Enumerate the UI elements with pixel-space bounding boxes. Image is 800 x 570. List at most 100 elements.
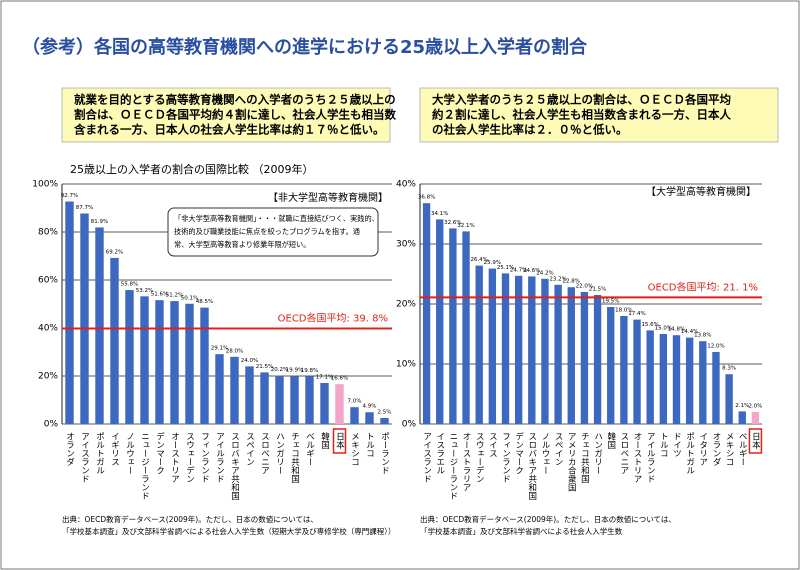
- x-tick-label: ハンガリー: [593, 432, 603, 475]
- value-label: 21.5%: [589, 287, 606, 293]
- bar: [125, 290, 134, 424]
- bar: [620, 316, 628, 424]
- value-label: 19.9%: [286, 368, 303, 374]
- bar: [200, 307, 209, 424]
- bar: [422, 203, 431, 424]
- x-tick-label: オランダ: [711, 432, 721, 466]
- bar: [215, 354, 224, 424]
- x-tick-label: ベルギー: [737, 432, 747, 466]
- value-label: 18.0%: [615, 308, 632, 314]
- bar: [335, 384, 344, 424]
- summary-text: の社会人学生比率は２．０％と低い。: [432, 123, 628, 137]
- note-box: [167, 207, 379, 257]
- x-tick-label: ポルトガル: [685, 432, 695, 475]
- value-label: 24.6%: [523, 268, 540, 274]
- bar: [607, 307, 615, 424]
- value-label: 69.2%: [106, 249, 123, 255]
- summary-text: 含まれる一方、日本人の社会人学生比率は約１７％と低い。: [73, 123, 385, 137]
- x-tick-label: イギリス: [110, 432, 120, 466]
- value-label: 25.1%: [497, 265, 514, 271]
- x-tick-label: スロバキア共和国: [230, 432, 240, 501]
- x-tick-label: フィンランド: [501, 432, 511, 483]
- x-tick-label: アイスランド: [80, 432, 90, 483]
- x-tick-label: スイス: [487, 432, 497, 458]
- value-label: 48.5%: [196, 299, 213, 305]
- x-tick-label: スウェーデン: [185, 432, 195, 483]
- x-tick-label: スペイン: [553, 432, 563, 466]
- value-label: 51.2%: [166, 293, 183, 299]
- value-label: 14.8%: [668, 327, 685, 333]
- bar: [462, 231, 470, 424]
- value-label: 14.4%: [681, 329, 698, 335]
- bar: [659, 334, 668, 424]
- source-text: 出典：OECD教育データベース(2009年)。ただし、日本の数値については、: [62, 514, 318, 524]
- x-tick-label: ハンガリー: [275, 432, 285, 475]
- panel-label: 【非大学型高等教育機関】: [268, 191, 388, 204]
- x-tick-label: メキシコ: [724, 432, 734, 466]
- bar: [514, 275, 523, 424]
- y-tick-label: 60%: [38, 276, 58, 286]
- bar: [672, 335, 681, 424]
- value-label: 21.5%: [256, 364, 273, 370]
- bar: [95, 227, 104, 424]
- x-tick-label: アイルランド: [645, 432, 655, 483]
- note-text: 常、大学型高等教育より修業年限が短い。: [174, 240, 310, 249]
- source-text: 出典：OECD教育データベース(2009年)。ただし、日本の数値については、: [420, 514, 676, 524]
- bar: [290, 376, 299, 424]
- source-text: 「学校基本調査」及び文部科学省調べによる社会人入学生数: [420, 526, 623, 536]
- note-text: 技術的及び職業技能に焦点を絞ったプログラムを指す。通: [174, 227, 360, 236]
- value-label: 29.1%: [211, 346, 228, 352]
- y-tick-label: 10%: [396, 360, 416, 370]
- y-tick-label: 40%: [38, 324, 58, 334]
- value-label: 7.0%: [348, 399, 362, 405]
- bar: [260, 372, 269, 424]
- bar: [436, 219, 444, 424]
- bar: [65, 201, 74, 424]
- x-tick-label: オーストリア: [170, 432, 180, 483]
- reference-label: OECD各国平均: 39. 8%: [278, 311, 388, 324]
- highlight-frame: [332, 428, 347, 454]
- x-tick-label: フィンランド: [200, 432, 210, 483]
- bar: [170, 301, 179, 424]
- y-tick-label: 20%: [38, 372, 58, 382]
- bar: [712, 352, 720, 424]
- x-tick-label: 韓国: [606, 431, 616, 450]
- value-label: 92.7%: [61, 193, 78, 199]
- slide-title: （参考）各国の高等教育機関への進学における25歳以上入学者の割合: [22, 36, 588, 58]
- x-tick-label: スロバキア共和国: [527, 432, 537, 501]
- y-tick-label: 100%: [32, 180, 58, 190]
- bar: [140, 296, 149, 424]
- note-text: 「非大学型高等教育機関」・・・就職に直接結びつく、実践的、: [174, 214, 379, 223]
- x-tick-label: ベルギー: [305, 432, 315, 466]
- value-label: 2.1%: [735, 403, 749, 409]
- x-tick-label: ノルウェー: [125, 432, 135, 475]
- value-label: 15.6%: [641, 322, 658, 328]
- bar: [725, 374, 733, 424]
- value-label: 36.8%: [418, 195, 435, 201]
- panel-label: 【大学型高等教育機関】: [646, 185, 756, 198]
- bar: [350, 407, 359, 424]
- value-label: 24.7%: [510, 267, 527, 273]
- y-tick-label: 80%: [38, 228, 58, 238]
- summary-box: [61, 87, 391, 143]
- x-tick-label: 日本: [335, 432, 345, 450]
- bar: [320, 382, 329, 424]
- value-label: 22.0%: [576, 284, 593, 290]
- summary-text: 約２割に達し、社会人学生も相当数含まれる一方、日本人: [432, 108, 731, 122]
- bar: [185, 303, 194, 424]
- y-tick-label: 20%: [396, 300, 416, 310]
- chart-subtitle: 25歳以上の入学者の割合の国際比較 （2009年）: [70, 162, 314, 176]
- bar: [230, 356, 239, 424]
- x-tick-label: スペイン: [245, 432, 255, 466]
- bar: [541, 278, 549, 424]
- value-label: 28.0%: [226, 348, 243, 354]
- x-tick-label: オランダ: [65, 432, 75, 466]
- bar: [501, 273, 510, 424]
- bar: [685, 337, 694, 424]
- value-label: 15.0%: [655, 326, 672, 332]
- source-text: 「学校基本調査」及び文部科学省調べによる社会人入学生数（短期大学及び専修学校（専…: [62, 526, 396, 536]
- bar: [488, 268, 497, 424]
- value-label: 50.1%: [181, 295, 198, 301]
- reference-label: OECD各国平均: 21. 1%: [648, 280, 758, 293]
